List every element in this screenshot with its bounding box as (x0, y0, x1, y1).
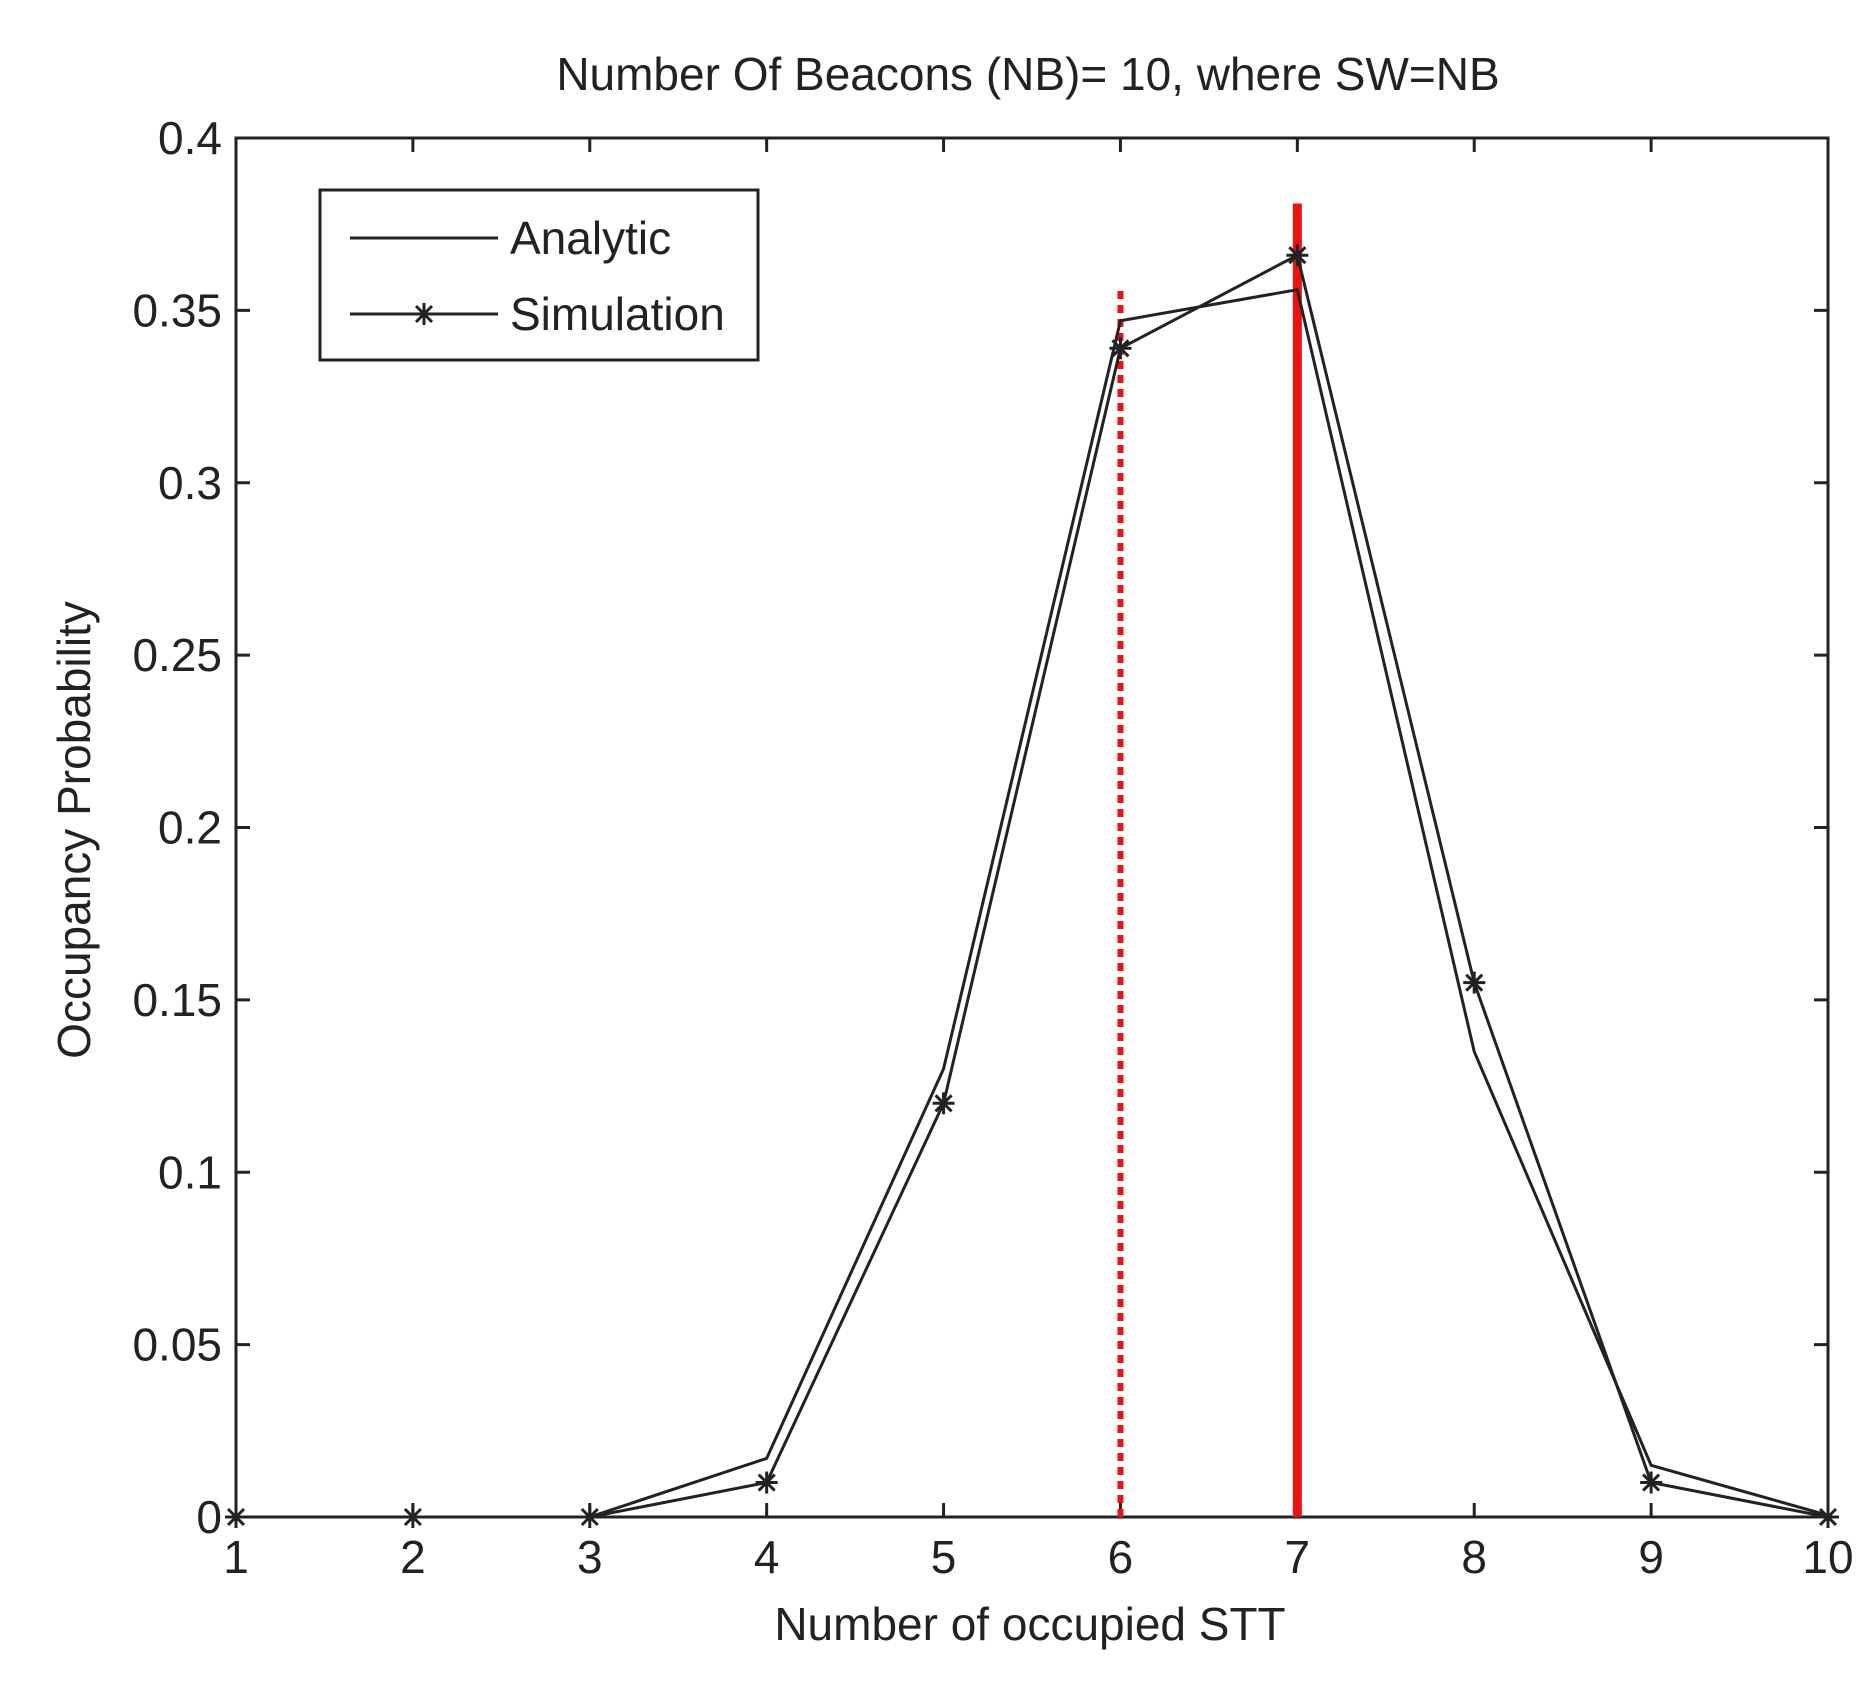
chart-title: Number Of Beacons (NB)= 10, where SW=NB (556, 48, 1499, 100)
simulation-point (1817, 1506, 1839, 1528)
ticks-layer: 1 2 3 4 5 6 7 8 9 10 0 0.05 0.1 0.15 0.2 0.25 0.3 0.35 0.4 (132, 112, 1853, 1583)
simulation-point (578, 1506, 601, 1528)
legend: Analytic Simulation (318, 188, 760, 362)
y-tick-label: 0.4 (158, 112, 222, 164)
y-tick-label: 0.2 (158, 802, 222, 854)
x-tick-label: 6 (1108, 1531, 1134, 1583)
reference-lines (1117, 203, 1302, 1517)
y-tick-label: 0.15 (132, 974, 222, 1026)
simulation-point (401, 1506, 424, 1528)
x-tick-label: 8 (1461, 1531, 1487, 1583)
y-tick-label: 0.25 (132, 629, 222, 681)
x-tick-label: 3 (577, 1531, 603, 1583)
legend-box (318, 188, 760, 362)
x-tick-label: 9 (1638, 1531, 1664, 1583)
x-tick-label: 1 (223, 1531, 249, 1583)
y-tick-label: 0.3 (158, 457, 222, 509)
legend-simulation-marker (413, 303, 435, 325)
series-layer (225, 244, 1839, 1528)
series-line-simulation (236, 253, 1829, 1519)
simulation-point (1286, 244, 1309, 267)
simulation-point (1640, 1471, 1663, 1494)
y-axis-label: Occupancy Probability (48, 601, 100, 1059)
simulation-point (755, 1471, 778, 1494)
x-axis-label: Number of occupied STT (774, 1598, 1285, 1650)
simulation-point (1463, 971, 1486, 994)
legend-analytic-label: Analytic (510, 212, 671, 264)
simulation-point (225, 1506, 247, 1528)
y-tick-label: 0.35 (132, 284, 222, 336)
x-tick-label: 4 (754, 1531, 780, 1583)
simulation-point (1109, 337, 1132, 360)
y-tick-label: 0.05 (132, 1319, 222, 1371)
simulation-point (932, 1092, 955, 1115)
x-tick-label: 2 (400, 1531, 426, 1583)
x-tick-label: 7 (1285, 1531, 1311, 1583)
x-tick-label: 10 (1802, 1531, 1853, 1583)
y-tick-label: 0 (196, 1491, 222, 1543)
y-tick-label: 0.1 (158, 1146, 222, 1198)
x-tick-label: 5 (931, 1531, 957, 1583)
legend-simulation-label: Simulation (510, 288, 725, 340)
plot-frame (234, 136, 1830, 1519)
